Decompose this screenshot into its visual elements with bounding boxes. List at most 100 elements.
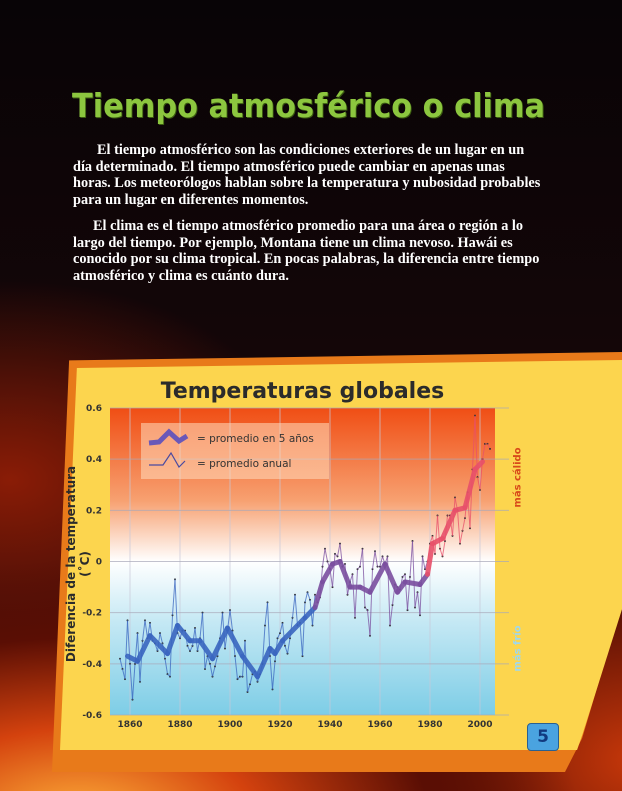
annual-segment bbox=[442, 540, 446, 557]
annual-segment bbox=[462, 517, 466, 531]
annual-segment bbox=[287, 638, 291, 654]
annual-segment bbox=[389, 604, 393, 626]
5yr-average-segment bbox=[312, 579, 325, 611]
annual-segment bbox=[299, 622, 303, 657]
annual-segment bbox=[142, 620, 146, 641]
annual-segment bbox=[457, 510, 461, 544]
legend: = promedio en 5 años = promedio anual bbox=[141, 423, 329, 479]
annual-segment bbox=[372, 551, 376, 570]
annual-segment bbox=[439, 548, 443, 557]
text-line: largo del tiempo. Por ejemplo, Montana t… bbox=[73, 234, 513, 251]
5yr-average-segment bbox=[472, 459, 485, 472]
annual-segment bbox=[307, 592, 311, 601]
colder-label: más frío bbox=[512, 625, 524, 672]
annual-segment bbox=[409, 540, 413, 577]
annual-segment bbox=[262, 625, 266, 664]
legend-annual-swatch bbox=[149, 451, 186, 468]
text-line: El clima es el tiempo atmosférico promed… bbox=[93, 218, 524, 234]
annual-segment bbox=[369, 569, 373, 636]
legend-5yr-swatch bbox=[148, 428, 189, 446]
annual-segment bbox=[422, 556, 426, 570]
x-tick-label: 1880 bbox=[167, 720, 192, 730]
y-tick-label: -0.6 bbox=[82, 711, 102, 721]
5yr-average-segment bbox=[280, 615, 308, 644]
5yr-average-segment bbox=[440, 507, 458, 541]
annual-segment bbox=[199, 612, 203, 639]
annual-segment bbox=[417, 592, 421, 616]
page-number: 5 bbox=[527, 723, 559, 751]
annual-segment bbox=[367, 610, 371, 636]
annual-segment bbox=[207, 656, 211, 664]
5yr-average-segment bbox=[175, 622, 193, 644]
legend-5yr-label: = promedio en 5 años bbox=[197, 433, 314, 445]
annual-segment bbox=[434, 515, 438, 554]
warmer-label: más cálido bbox=[512, 447, 524, 508]
annual-segment bbox=[304, 592, 308, 603]
5yr-average-segment bbox=[255, 645, 273, 680]
page-title: Tiempo atmosférico o clima bbox=[72, 86, 546, 125]
text-line: horas. Los meteorólogos hablan sobre la … bbox=[73, 175, 541, 192]
5yr-average-segment bbox=[165, 622, 180, 657]
annual-segment bbox=[352, 574, 356, 618]
y-axis-label: Diferencia de la temperatura (˚C) bbox=[64, 465, 92, 663]
annual-segment bbox=[472, 415, 476, 470]
y-tick-label: -0.2 bbox=[82, 609, 102, 619]
annual-segment bbox=[249, 673, 253, 685]
annual-segment bbox=[437, 515, 441, 549]
annual-segment bbox=[482, 443, 486, 460]
annual-segment bbox=[124, 620, 128, 680]
annual-segment bbox=[132, 663, 136, 700]
5yr-average-segment bbox=[135, 633, 153, 664]
legend-swatches bbox=[148, 428, 189, 468]
x-tick-label: 1980 bbox=[417, 720, 442, 730]
annual-segment bbox=[159, 633, 163, 644]
annual-segment bbox=[247, 684, 251, 693]
annual-point bbox=[489, 447, 491, 450]
annual-segment bbox=[209, 663, 213, 677]
annual-segment bbox=[354, 569, 358, 618]
y-tick-label: 0.4 bbox=[86, 455, 102, 465]
annual-segment bbox=[234, 656, 238, 680]
annual-segment bbox=[379, 556, 383, 567]
annual-segment bbox=[374, 551, 378, 567]
annual-segment bbox=[219, 612, 223, 639]
x-tick-label: 2000 bbox=[467, 720, 492, 730]
chart-title: Temperaturas globales bbox=[160, 379, 445, 404]
x-tick-label: 1900 bbox=[217, 720, 242, 730]
5yr-average-segment bbox=[210, 625, 230, 662]
text-line: conocido por su clima tropical. En pocas… bbox=[73, 251, 540, 268]
annual-segment bbox=[272, 661, 276, 690]
annual-segment bbox=[322, 548, 326, 567]
annual-segment bbox=[279, 622, 283, 634]
annual-segment bbox=[229, 610, 233, 631]
annual-segment bbox=[119, 658, 123, 670]
annual-segment bbox=[172, 579, 176, 616]
annual-segment bbox=[337, 543, 341, 557]
5yr-average-segment bbox=[337, 559, 353, 590]
annual-segment bbox=[164, 658, 168, 675]
text-line: día determinado. El tiempo atmosférico p… bbox=[73, 158, 505, 175]
annual-segment bbox=[202, 612, 206, 669]
x-tick-label: 1860 bbox=[117, 720, 142, 730]
annual-segment bbox=[477, 476, 481, 490]
text-line: para un lugar en diferentes momentos. bbox=[73, 191, 309, 208]
text-line: El tiempo atmosférico son las condicione… bbox=[97, 142, 525, 158]
annual-segment bbox=[129, 663, 133, 700]
annual-segment bbox=[212, 666, 216, 677]
annual-segment bbox=[292, 594, 296, 618]
annual-segment bbox=[324, 548, 328, 562]
5yr-average-segment bbox=[147, 633, 170, 657]
y-tick-label: 0.2 bbox=[86, 506, 102, 516]
y-tick-label: 0 bbox=[96, 558, 102, 568]
annual-segment bbox=[294, 594, 298, 626]
paragraph-weather: El tiempo atmosférico son las condicione… bbox=[73, 142, 540, 208]
y-tick-label: 0.6 bbox=[86, 404, 102, 414]
annual-segment bbox=[264, 602, 268, 626]
5yr-average-segment bbox=[225, 625, 245, 659]
5yr-average-segment bbox=[382, 561, 400, 595]
legend-annual-label: = promedio anual bbox=[197, 458, 292, 470]
annual-segment bbox=[269, 656, 273, 690]
annual-segment bbox=[244, 640, 248, 692]
annual-segment bbox=[144, 620, 148, 639]
